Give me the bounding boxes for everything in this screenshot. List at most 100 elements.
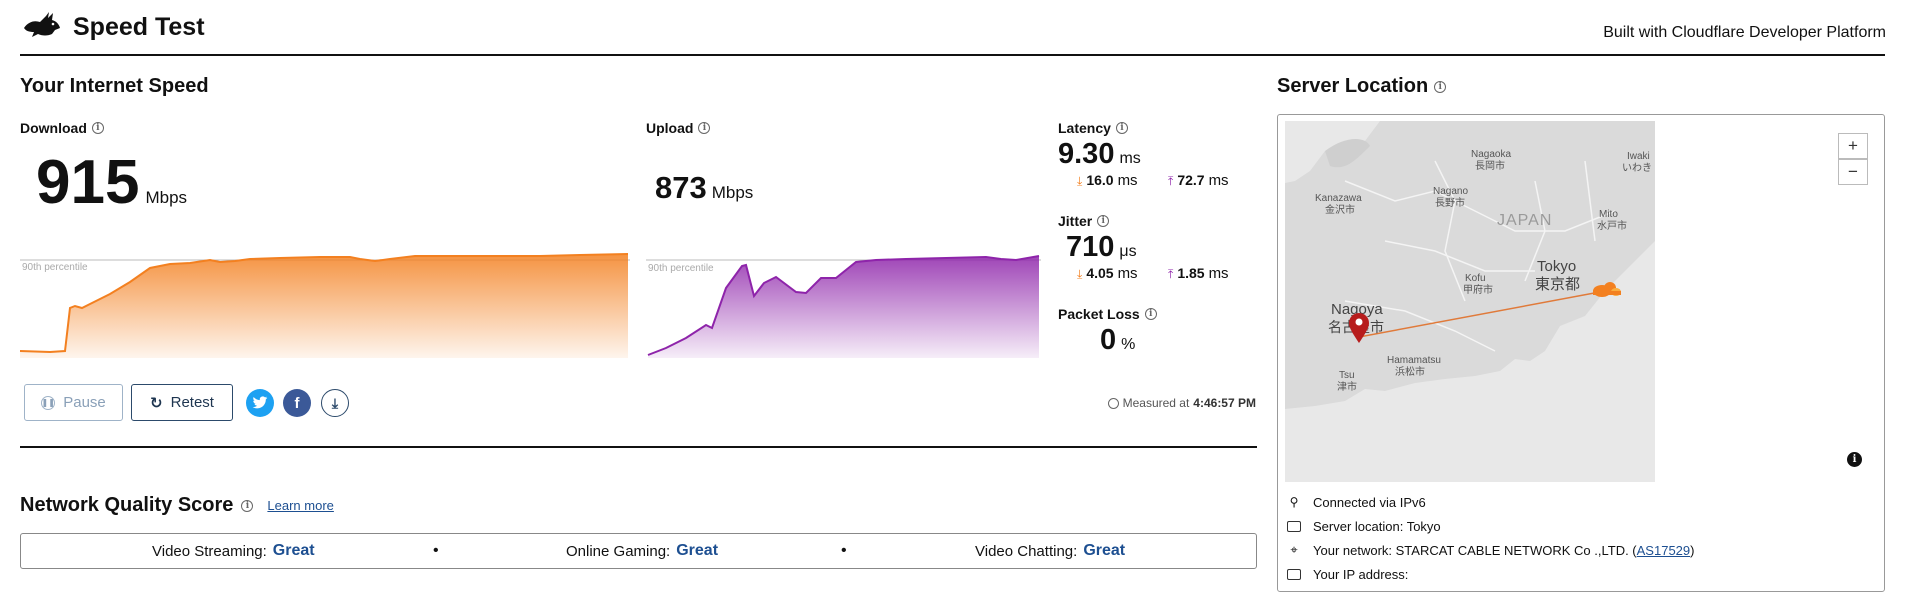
retest-button[interactable]: ↻ Retest: [131, 384, 233, 421]
map-label-tokyo: Tokyo: [1537, 258, 1576, 275]
map-label-hamamatsu: Hamamatsu: [1387, 355, 1441, 366]
map-attribution-info-icon[interactable]: i: [1847, 452, 1862, 467]
upload-unit: Mbps: [711, 183, 754, 202]
quality-header: Network Quality Score i Learn more: [20, 494, 334, 517]
upload-chart: 90th percentile: [646, 248, 1041, 358]
download-label: Download i: [20, 120, 104, 136]
map-label-mito-jp: 水戸市: [1597, 219, 1627, 232]
route-line: [1358, 290, 1606, 338]
map-label-tsu-jp: 津市: [1337, 380, 1357, 393]
jitter-unit: μs: [1119, 243, 1137, 260]
info-icon[interactable]: i: [91, 122, 104, 134]
info-icon[interactable]: i: [1434, 80, 1447, 93]
download-unit: Mbps: [145, 188, 188, 207]
packet-loss-unit: %: [1121, 336, 1136, 353]
info-icon[interactable]: i: [1097, 215, 1110, 227]
pause-icon: ❚❚: [41, 395, 56, 410]
quality-item-video-streaming: Video Streaming: Great: [152, 542, 315, 560]
location-pin-icon[interactable]: [1349, 313, 1369, 343]
info-icon[interactable]: i: [1144, 308, 1157, 320]
map-label-hamamatsu-jp: 浜松市: [1395, 365, 1425, 378]
twitter-icon: [252, 396, 268, 409]
measured-at: Measured at 4:46:57 PM: [1107, 396, 1256, 410]
zoom-out-button[interactable]: −: [1838, 159, 1868, 185]
id-card-icon: [1287, 568, 1301, 580]
download-area: [20, 254, 628, 358]
upload-label: Upload i: [646, 120, 711, 136]
download-results-button[interactable]: ⤓: [321, 389, 349, 417]
packet-loss-value-group: 0 %: [1100, 324, 1135, 357]
map-label-nagaoka: Nagaoka: [1471, 149, 1511, 160]
map-label-kanazawa-jp: 金沢市: [1325, 203, 1355, 216]
server-location-panel: [1277, 114, 1885, 592]
ocean-area: [1285, 409, 1655, 482]
download-chart: 90th percentile: [20, 248, 630, 358]
upload-value: 873: [655, 170, 707, 205]
map-canvas[interactable]: Nagaoka 長岡市 Iwaki いわき Kanazawa 金沢市 Nagan…: [1285, 121, 1655, 482]
asn-link[interactable]: AS17529: [1636, 542, 1691, 558]
japan-map: Nagaoka 長岡市 Iwaki いわき Kanazawa 金沢市 Nagan…: [1285, 121, 1655, 482]
download-value-group: 915 Mbps: [36, 152, 187, 214]
download-icon: ⤓: [331, 394, 339, 411]
peninsula: [1325, 139, 1370, 168]
zoom-in-button[interactable]: +: [1838, 133, 1868, 159]
separator-dot: •: [433, 542, 439, 559]
header-divider: [20, 54, 1885, 56]
download-line: [20, 253, 629, 354]
map-label-tokyo-jp: 東京都: [1535, 276, 1580, 293]
quality-item-online-gaming: Online Gaming: Great: [566, 542, 719, 560]
upload-value-group: 873 Mbps: [655, 170, 753, 206]
map-label-kofu: Kofu: [1465, 273, 1486, 284]
refresh-icon: ↻: [150, 394, 163, 412]
latency-down: ⤓ 16.0 ms: [1077, 172, 1138, 189]
latency-value: 9.30: [1058, 138, 1115, 170]
pause-button[interactable]: ❚❚ Pause: [24, 384, 123, 421]
map-pin-icon: ⌖: [1290, 542, 1298, 557]
facebook-icon: f: [294, 394, 300, 412]
packet-loss-label: Packet Loss i: [1058, 306, 1157, 322]
upload-arrow-icon: ⤒: [1168, 267, 1174, 281]
map-label-mito: Mito: [1599, 209, 1618, 220]
server-icon: [1287, 520, 1301, 532]
download-value: 915: [36, 148, 140, 217]
twitter-share-button[interactable]: [246, 389, 274, 417]
map-label-nagaoka-jp: 長岡市: [1475, 159, 1505, 172]
upload-line: [647, 255, 1040, 356]
info-icon[interactable]: i: [1115, 122, 1128, 134]
map-label-iwaki-jp: いわき: [1622, 162, 1652, 174]
map-label-nagano-jp: 長野市: [1435, 196, 1465, 209]
download-arrow-icon: ⤓: [1077, 174, 1083, 188]
server-header: Server Location i: [1277, 75, 1447, 98]
map-label-nagano: Nagano: [1433, 186, 1468, 197]
connected-via-row: ⚲ Connected via IPv6: [1287, 492, 1426, 512]
built-with-text: Built with Cloudflare Developer Platform: [1603, 24, 1886, 41]
map-label-iwaki: Iwaki: [1627, 151, 1650, 162]
latency-unit: ms: [1119, 150, 1141, 167]
download-percentile-label: 90th percentile: [22, 262, 88, 273]
facebook-share-button[interactable]: f: [283, 389, 311, 417]
ip-address-row: Your IP address:: [1287, 564, 1408, 584]
app-title: Speed Test: [73, 13, 205, 41]
rabbit-logo-icon: [22, 10, 62, 40]
cloudflare-cloud-icon: [1593, 282, 1621, 297]
section-divider: [20, 446, 1257, 448]
clock-icon: [1107, 397, 1119, 409]
upload-percentile-label: 90th percentile: [648, 263, 714, 274]
quality-item-video-chatting: Video Chatting: Great: [975, 542, 1126, 560]
quality-score-box: Video Streaming: Great • Online Gaming: …: [20, 533, 1257, 569]
network-tree-icon: ⚲: [1289, 495, 1299, 509]
jitter-label: Jitter i: [1058, 213, 1110, 229]
info-icon[interactable]: i: [241, 499, 254, 512]
packet-loss-value: 0: [1100, 324, 1117, 356]
jitter-down: ⤓ 4.05 ms: [1077, 265, 1138, 282]
map-label-kofu-jp: 甲府市: [1463, 283, 1493, 296]
download-arrow-icon: ⤓: [1077, 267, 1083, 281]
server-section-title: Server Location: [1277, 75, 1429, 97]
jitter-value: 710: [1066, 231, 1115, 263]
info-icon[interactable]: i: [698, 122, 711, 134]
map-label-nagoya: Nagoya: [1331, 301, 1383, 318]
map-label-kanazawa: Kanazawa: [1315, 193, 1362, 204]
latency-value-group: 9.30 ms: [1058, 138, 1141, 171]
learn-more-link[interactable]: Learn more: [267, 498, 334, 513]
jitter-value-group: 710 μs: [1066, 231, 1137, 264]
